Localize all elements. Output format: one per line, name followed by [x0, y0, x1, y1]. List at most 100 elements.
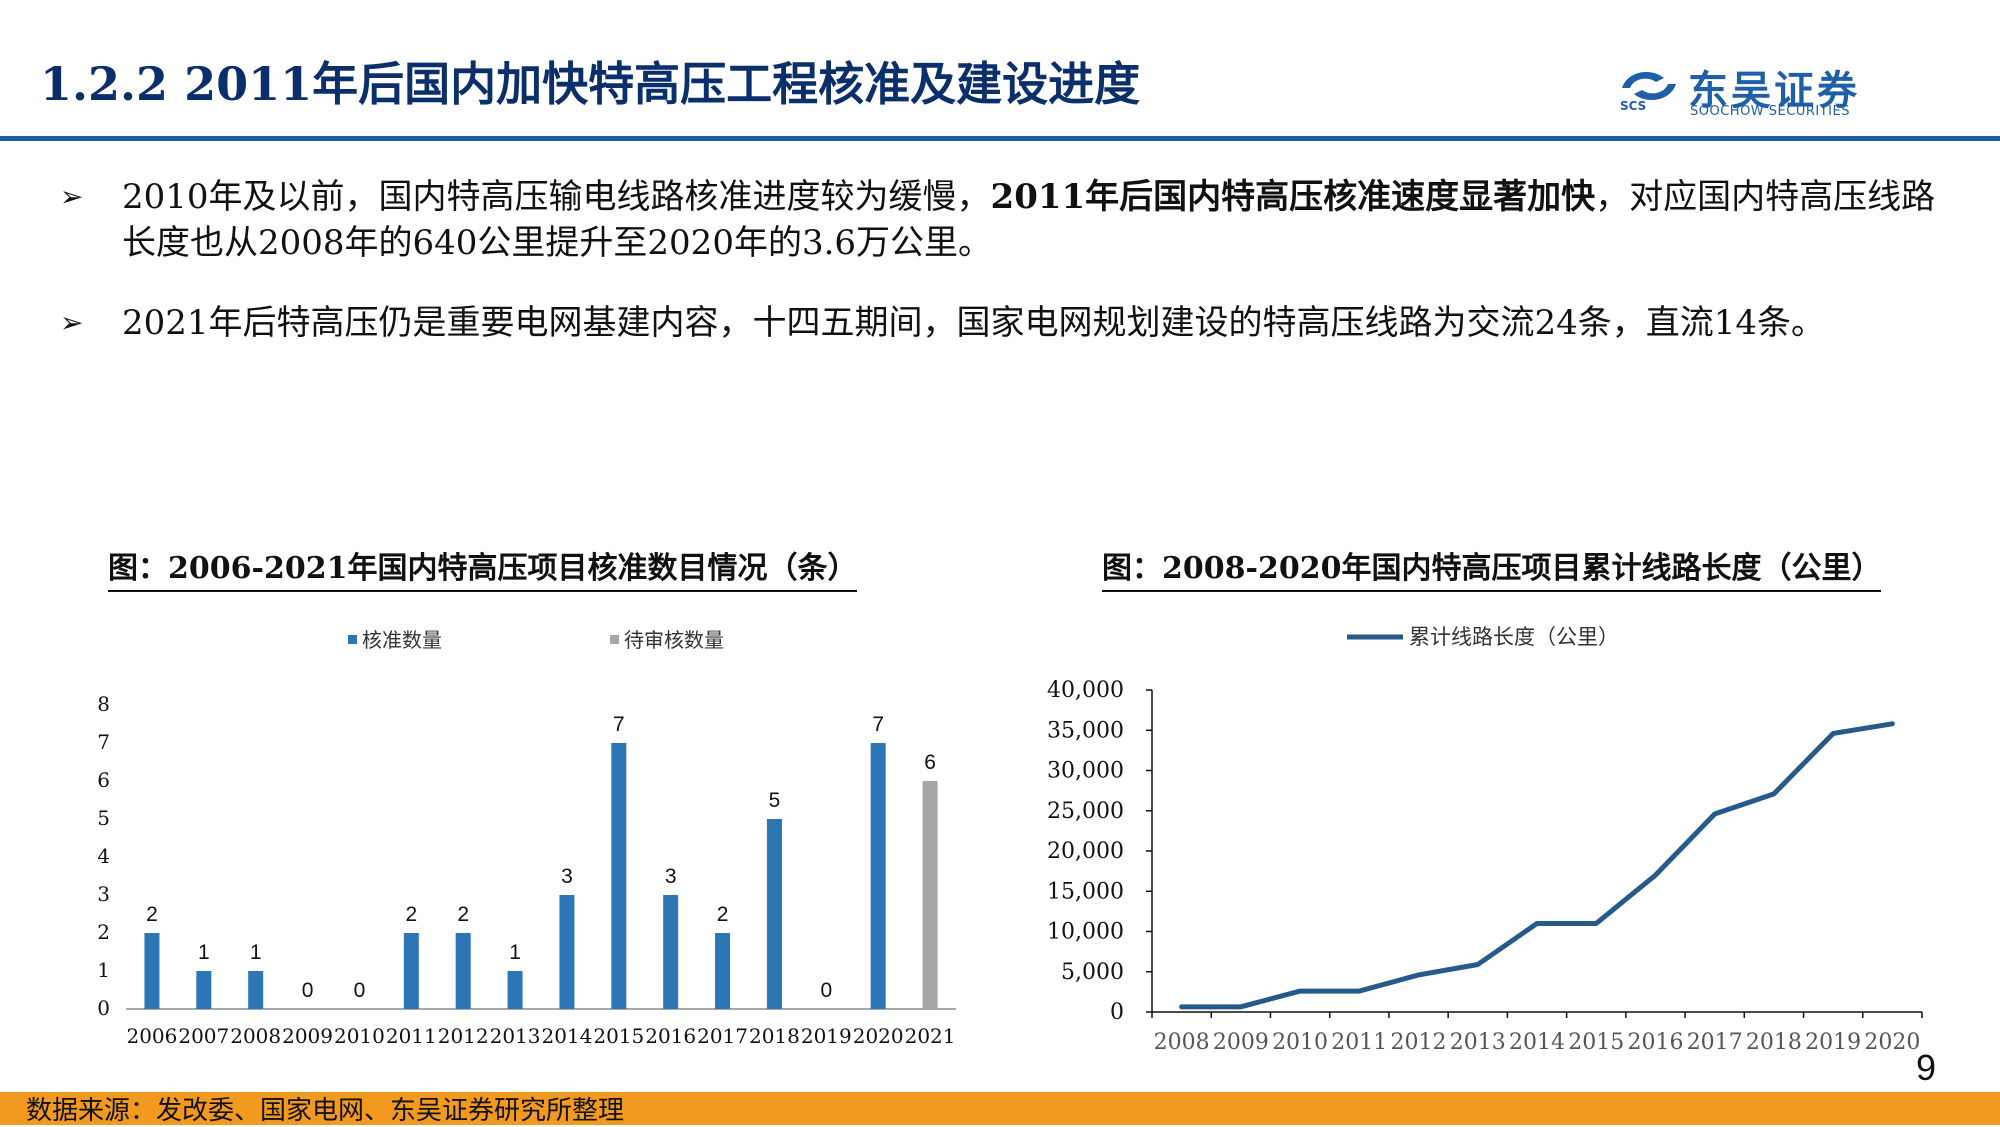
soochow-logo-icon: SCS: [1620, 72, 1676, 112]
bullet-2-text: 2021年后特高压仍是重要电网基建内容，十四五期间，国家电网规划建设的特高压线路…: [122, 300, 1940, 346]
logo-abbr: SCS: [1620, 99, 1646, 112]
bullet-1: ➢ 2010年及以前，国内特高压输电线路核准进度较为缓慢，2011年后国内特高压…: [60, 174, 1940, 266]
line-y-tick-label: 40,000: [1047, 678, 1124, 703]
bar-data-label: 0: [302, 979, 314, 1002]
bar: [715, 933, 731, 1009]
line-y-tick-label: 30,000: [1047, 759, 1124, 784]
legend-label: 待审核数量: [624, 628, 724, 652]
bar: [507, 971, 523, 1009]
bar-x-tick-label: 2011: [386, 1024, 437, 1048]
line-x-tick-label: 2012: [1391, 1030, 1447, 1055]
line-x-tick-label: 2018: [1746, 1030, 1802, 1055]
line-x-tick-label: 2008: [1154, 1030, 1210, 1055]
bar-x-tick-label: 2009: [282, 1024, 333, 1048]
bar-data-label: 3: [561, 865, 573, 888]
bullet-2-lead: 2021年后特高压仍是重要电网基建内容，十四五期间，国家电网规划建设的特高压线路…: [122, 303, 1826, 343]
bar-data-label: 5: [769, 789, 781, 812]
legend-swatch: [348, 635, 357, 644]
bar-y-tick-label: 6: [97, 768, 110, 792]
bar-data-label: 1: [198, 941, 210, 964]
bar-y-tick-label: 3: [97, 882, 110, 906]
bar-y-tick-label: 2: [97, 920, 110, 944]
bar-x-tick-label: 2007: [178, 1024, 229, 1048]
line-chart: 0 5,000 10,000 15,000 20,000 25,000 30,000 35,0…: [1047, 625, 1923, 1055]
company-logo: SCS 东吴证券 SOOCHOW SECURITIES: [1618, 64, 1908, 122]
bar-x-tick-label: 2021: [905, 1024, 956, 1048]
line-y-tick-label: 5,000: [1061, 960, 1124, 985]
bar: [403, 933, 419, 1009]
line-x-tick-label: 2016: [1627, 1030, 1683, 1055]
bar: [766, 819, 782, 1009]
bar-x-tick-label: 2014: [541, 1024, 592, 1048]
bar-x-tick-label: 2019: [801, 1024, 852, 1048]
legend-swatch: [610, 635, 619, 644]
bar-chart-title: 图：2006-2021年国内特高压项目核准数目情况（条）: [108, 543, 858, 592]
bar-x-tick-label: 2012: [438, 1024, 489, 1048]
bar-data-label: 2: [405, 903, 417, 926]
bar: [611, 743, 627, 1009]
bar: [559, 895, 575, 1009]
page-title: 1.2.2 2011年后国内加快特高压工程核准及建设进度: [40, 57, 1141, 111]
line-x-tick-label: 2010: [1272, 1030, 1328, 1055]
arrow-bullet-icon: ➢: [60, 180, 84, 213]
bar-data-label: 0: [354, 979, 366, 1002]
bar-x-tick-label: 2020: [853, 1024, 904, 1048]
line-y-tick-label: 15,000: [1047, 879, 1124, 904]
bar-data-label: 2: [146, 903, 158, 926]
bar-x-tick-label: 2017: [697, 1024, 748, 1048]
line-x-tick-label: 2011: [1331, 1030, 1387, 1055]
line-x-tick-label: 2009: [1213, 1030, 1269, 1055]
bar-y-tick-label: 4: [97, 844, 110, 868]
legend-label: 累计线路长度（公里）: [1409, 625, 1619, 649]
bar-data-label: 3: [665, 865, 677, 888]
bar-data-label: 1: [250, 941, 262, 964]
line-y-tick-label: 10,000: [1047, 920, 1124, 945]
bar-data-label: 1: [509, 941, 521, 964]
arrow-bullet-icon: ➢: [60, 306, 84, 339]
bar-x-tick-label: 2016: [645, 1024, 696, 1048]
bar-y-tick-label: 1: [97, 958, 110, 982]
line-y-tick-label: 20,000: [1047, 839, 1124, 864]
bar: [922, 781, 938, 1009]
line-x-tick-label: 2015: [1568, 1030, 1624, 1055]
bar: [870, 743, 886, 1009]
bar-data-label: 2: [457, 903, 469, 926]
line-x-tick-label: 2019: [1805, 1030, 1861, 1055]
bar-y-tick-label: 0: [97, 996, 110, 1020]
footer-bar: [0, 1092, 2000, 1125]
bar: [663, 895, 679, 1009]
bullet-1-lead: 2010年及以前，国内特高压输电线路核准进度较为缓慢，: [122, 177, 991, 217]
line-series: [1179, 721, 1895, 1010]
bar-x-tick-label: 2006: [126, 1024, 177, 1048]
bullet-1-emphasis: 2011年后国内特高压核准速度显著加快: [990, 177, 1596, 217]
line-y-tick-label: 0: [1110, 1000, 1124, 1025]
legend-label: 核准数量: [362, 628, 442, 652]
bar-data-label: 7: [872, 713, 884, 736]
bar-x-tick-label: 2018: [749, 1024, 800, 1048]
bullet-2: ➢ 2021年后特高压仍是重要电网基建内容，十四五期间，国家电网规划建设的特高压…: [60, 300, 1940, 346]
line-x-tick-label: 2013: [1450, 1030, 1506, 1055]
header-divider: [0, 136, 2000, 141]
bar-data-label: 2: [717, 903, 729, 926]
data-source-note: 数据来源：发改委、国家电网、东吴证券研究所整理: [26, 1096, 625, 1126]
bar-x-tick-label: 2015: [593, 1024, 644, 1048]
bar-y-tick-label: 5: [97, 806, 110, 830]
line-chart-title: 图：2008-2020年国内特高压项目累计线路长度（公里）: [1102, 543, 1882, 592]
line-y-tick-label: 35,000: [1047, 718, 1124, 743]
bar-x-tick-label: 2008: [230, 1024, 281, 1048]
bar-y-tick-label: 7: [97, 730, 110, 754]
line-x-tick-label: 2014: [1509, 1030, 1565, 1055]
bar: [196, 971, 212, 1009]
bar: [248, 971, 264, 1009]
bar-x-tick-label: 2010: [334, 1024, 385, 1048]
logo-name-en: SOOCHOW SECURITIES: [1690, 104, 1850, 119]
bar: [144, 933, 160, 1009]
bar-data-label: 6: [924, 751, 936, 774]
bullet-1-text: 2010年及以前，国内特高压输电线路核准进度较为缓慢，2011年后国内特高压核准…: [122, 174, 1940, 266]
bullet-1-tail: ，对应国内特高压线路长度也从2008年的640公里提升至2020年的3.6万公里…: [122, 177, 1936, 263]
bar-x-tick-label: 2013: [490, 1024, 541, 1048]
bar: [455, 933, 471, 1009]
logo-name-cn: 东吴证券: [1688, 68, 1860, 114]
bar-y-tick-label: 8: [97, 692, 110, 716]
